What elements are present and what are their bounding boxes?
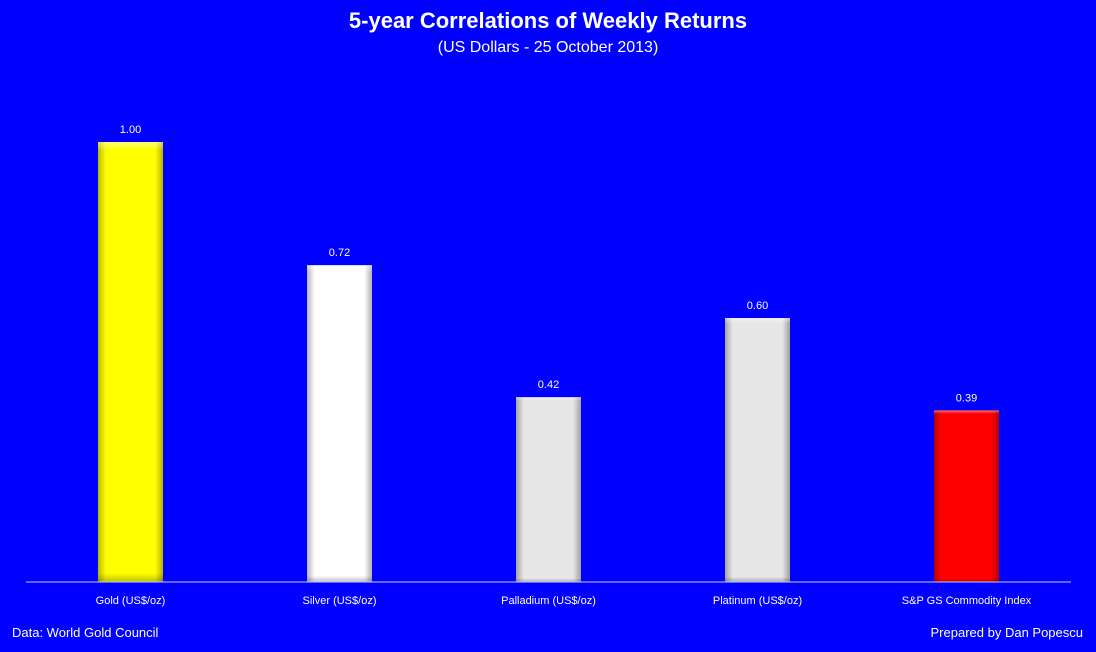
data-label: 0.42: [538, 379, 559, 391]
data-label: 0.39: [956, 392, 977, 404]
bar-3: [516, 397, 581, 582]
category-label: S&P GS Commodity Index: [902, 595, 1032, 607]
bar-1: [98, 142, 163, 582]
bar-bevel: [516, 397, 581, 582]
bar-5: [934, 410, 999, 582]
category-label: Gold (US$/oz): [96, 595, 166, 607]
bar-bevel: [307, 265, 372, 582]
data-label: 0.60: [747, 300, 768, 312]
bar-4: [725, 318, 790, 582]
chart-subtitle: (US Dollars - 25 October 2013): [437, 39, 659, 56]
category-label: Platinum (US$/oz): [713, 595, 802, 607]
bar-2: [307, 265, 372, 582]
data-label: 0.72: [329, 247, 350, 259]
chart-title: 5-year Correlations of Weekly Returns: [348, 8, 748, 33]
category-label: Palladium (US$/oz): [501, 595, 596, 607]
bar-bevel: [725, 318, 790, 582]
data-label: 1.00: [120, 124, 141, 136]
author-credit: Prepared by Dan Popescu: [930, 625, 1083, 640]
bar-bevel: [98, 142, 163, 582]
category-label: Silver (US$/oz): [303, 595, 377, 607]
data-source-note: Data: World Gold Council: [12, 625, 159, 640]
bar-bevel: [934, 410, 999, 582]
